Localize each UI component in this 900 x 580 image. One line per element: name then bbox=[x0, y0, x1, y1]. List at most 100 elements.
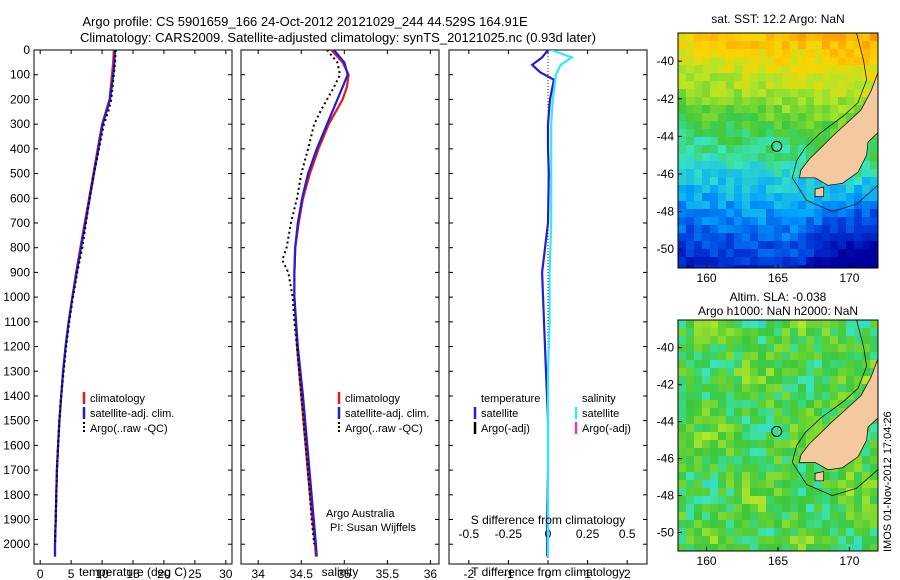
sla-cell bbox=[750, 392, 759, 401]
sst-cell bbox=[798, 33, 807, 42]
sla-cell bbox=[870, 488, 878, 497]
sla-cell bbox=[766, 456, 775, 465]
sla-cell bbox=[742, 472, 751, 481]
sst-cell bbox=[766, 97, 775, 106]
sla-cell bbox=[846, 384, 855, 393]
sla-cell bbox=[838, 528, 847, 537]
sst-map-title: sat. SST: 12.2 Argo: NaN bbox=[711, 12, 844, 26]
sla-cell bbox=[838, 368, 847, 377]
sla-cell bbox=[694, 432, 703, 441]
sla-cell bbox=[798, 472, 807, 481]
sst-cell bbox=[814, 41, 823, 50]
sst-cell bbox=[710, 33, 719, 42]
sst-cell bbox=[726, 73, 735, 82]
sla-cell bbox=[806, 528, 815, 537]
sla-cell bbox=[814, 352, 823, 361]
sla-cell bbox=[870, 432, 878, 441]
sla-cell bbox=[838, 392, 847, 401]
sla-cell bbox=[726, 376, 735, 385]
temperature-ytick-label: 500 bbox=[10, 167, 30, 181]
sla-cell bbox=[710, 368, 719, 377]
sst-cell bbox=[782, 225, 791, 234]
sst-cell bbox=[822, 129, 831, 138]
sst-cell bbox=[870, 65, 878, 74]
sst-cell bbox=[830, 257, 839, 266]
sst-cell bbox=[686, 73, 695, 82]
sst-cell bbox=[750, 89, 759, 98]
difference-legend-temp-argo: Argo(-adj) bbox=[481, 423, 530, 435]
sst-cell bbox=[750, 81, 759, 90]
sla-cell bbox=[798, 408, 807, 417]
sla-cell bbox=[750, 544, 759, 551]
sla-cell bbox=[806, 536, 815, 545]
sst-cell bbox=[806, 113, 815, 122]
sla-cell bbox=[718, 488, 727, 497]
sst-cell bbox=[862, 49, 871, 58]
sla-cell bbox=[726, 392, 735, 401]
sst-cell bbox=[758, 209, 767, 218]
sla-cell bbox=[718, 368, 727, 377]
sla-cell bbox=[774, 336, 783, 345]
sst-cell bbox=[782, 41, 791, 50]
temperature-ytick-label: 100 bbox=[10, 68, 30, 82]
temperature-ytick-label: 700 bbox=[10, 216, 30, 230]
sst-cell bbox=[870, 225, 878, 234]
sst-cell bbox=[718, 145, 727, 154]
salinity-xtick-label: 35.5 bbox=[376, 567, 400, 580]
sst-cell bbox=[870, 33, 878, 42]
salinity-panel: 34 34.5 35 35.5 36 salinity climatology sate… bbox=[240, 49, 440, 580]
sst-cell bbox=[686, 129, 695, 138]
sla-cell bbox=[862, 440, 871, 449]
sst-cell bbox=[806, 89, 815, 98]
temperature-ytick-label: 1000 bbox=[3, 290, 30, 304]
sst-cell bbox=[870, 169, 878, 178]
sst-cell bbox=[726, 265, 735, 268]
sla-cell bbox=[854, 456, 863, 465]
sst-cell bbox=[862, 241, 871, 250]
sla-cell bbox=[718, 520, 727, 529]
sst-cell bbox=[814, 113, 823, 122]
sla-cell bbox=[694, 464, 703, 473]
sst-cell bbox=[862, 65, 871, 74]
sst-cell bbox=[806, 121, 815, 130]
sla-cell bbox=[750, 344, 759, 353]
sst-cell bbox=[798, 249, 807, 258]
sst-cell bbox=[710, 241, 719, 250]
sla-cell bbox=[830, 480, 839, 489]
sst-cell bbox=[870, 209, 878, 218]
sst-cell bbox=[806, 57, 815, 66]
sst-cell bbox=[790, 169, 799, 178]
sst-cell bbox=[686, 81, 695, 90]
sla-cell bbox=[790, 352, 799, 361]
sla-cell bbox=[790, 424, 799, 433]
sst-cell bbox=[798, 209, 807, 218]
sla-cell bbox=[686, 504, 695, 513]
sla-cell bbox=[758, 328, 767, 337]
sla-cell bbox=[702, 376, 711, 385]
sst-cell bbox=[750, 177, 759, 186]
sst-cell bbox=[822, 33, 831, 42]
sst-cell bbox=[846, 193, 855, 202]
sla-cell bbox=[718, 424, 727, 433]
sst-cell bbox=[702, 145, 711, 154]
sla-cell bbox=[790, 536, 799, 545]
sst-cell bbox=[742, 57, 751, 66]
sst-cell bbox=[774, 113, 783, 122]
sla-cell bbox=[790, 448, 799, 457]
sla-cell bbox=[822, 536, 831, 545]
sst-cell bbox=[846, 209, 855, 218]
sst-cell bbox=[694, 265, 703, 268]
difference-xtick-label: 0 bbox=[545, 567, 552, 580]
sst-cell bbox=[710, 257, 719, 266]
sst-cell bbox=[846, 113, 855, 122]
sla-map-panel: Altim. SLA: -0.038 Argo h1000: NaN h2000… bbox=[657, 290, 879, 568]
sst-cell bbox=[702, 177, 711, 186]
sla-cell bbox=[750, 352, 759, 361]
sst-cell bbox=[814, 33, 823, 42]
sla-cell bbox=[782, 424, 791, 433]
sst-cell bbox=[838, 257, 847, 266]
sst-cell bbox=[838, 193, 847, 202]
temperature-ytick-label: 1100 bbox=[4, 315, 30, 329]
sst-cell bbox=[758, 177, 767, 186]
sst-cell bbox=[718, 121, 727, 130]
